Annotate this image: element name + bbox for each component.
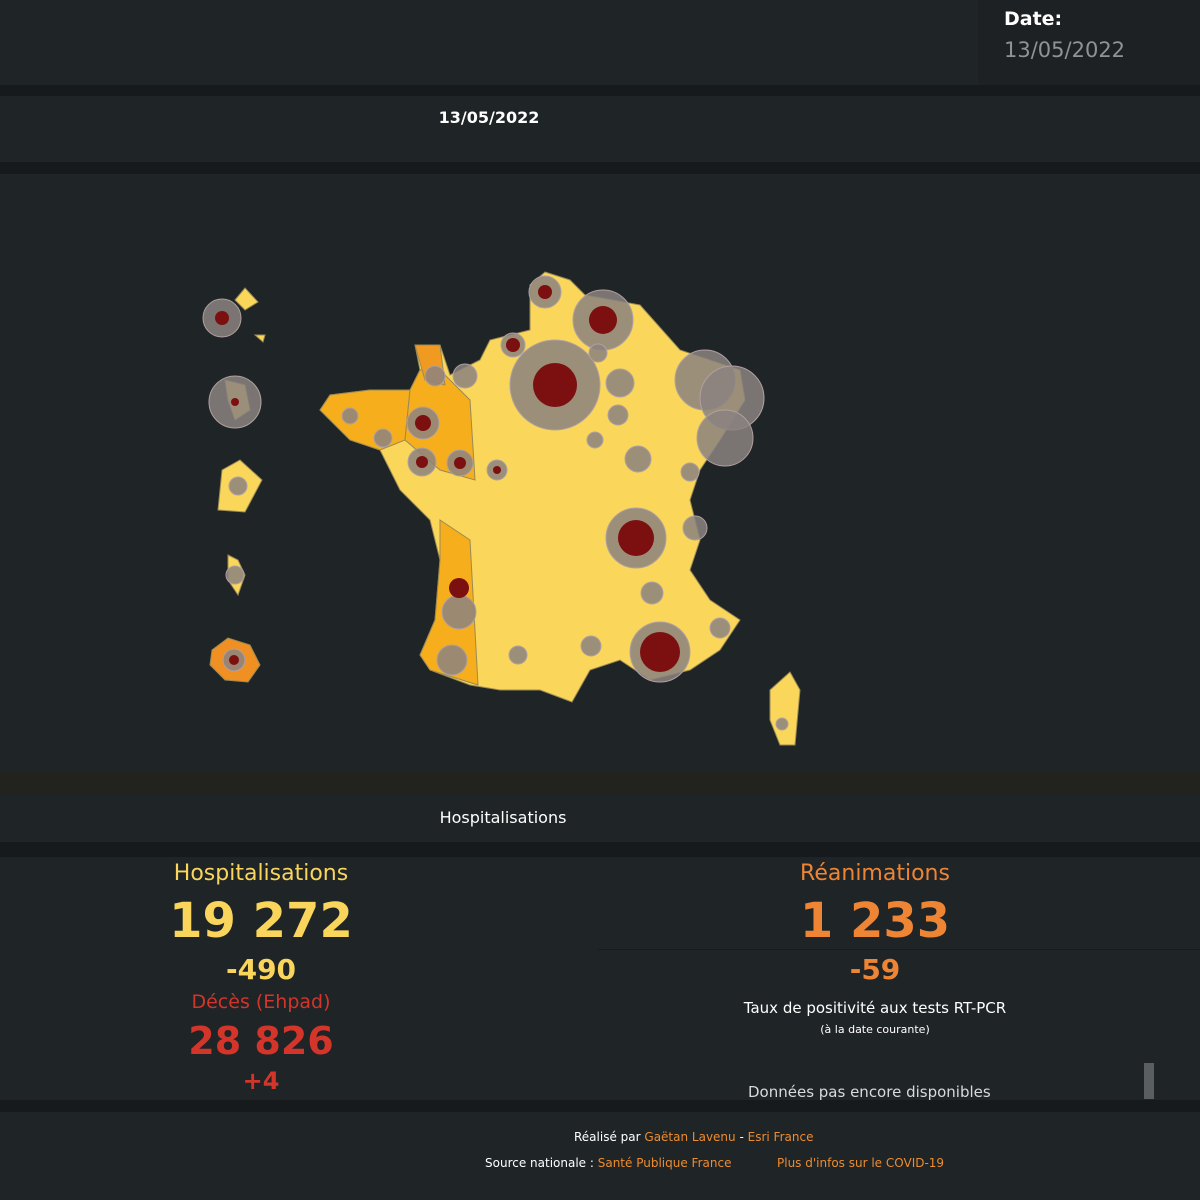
- source-link[interactable]: Santé Publique France: [597, 1156, 732, 1170]
- map-center: [229, 655, 239, 665]
- map-center: [454, 457, 466, 469]
- separator: -: [739, 1130, 744, 1144]
- guadeloupe: [234, 287, 259, 311]
- map-center: [215, 311, 229, 325]
- map-circle: [452, 363, 478, 389]
- map-center: [640, 632, 680, 672]
- map-centers: [215, 285, 680, 672]
- map-title: 13/05/2022: [438, 108, 540, 127]
- map-circle: [640, 581, 664, 605]
- rea-label: Réanimations: [800, 861, 950, 886]
- deces-value: 28 826: [188, 1019, 334, 1063]
- chart-title: Hospitalisations: [439, 808, 567, 827]
- map-circle: [588, 343, 608, 363]
- map-circle: [624, 445, 652, 473]
- rea-change: -59: [849, 953, 901, 986]
- positivity-sublabel: (à la date courante): [820, 1023, 930, 1036]
- map-center: [506, 338, 520, 352]
- scrollbar[interactable]: [1144, 1063, 1154, 1099]
- made-by: Réalisé par: [574, 1130, 641, 1144]
- map-circle: [424, 365, 446, 387]
- map-circle: [586, 431, 604, 449]
- stats-panel: Hospitalisations 19 272 -490 Décès (Ehpa…: [0, 857, 1200, 1101]
- rea-value: 1 233: [799, 893, 951, 949]
- map-circle: [441, 594, 477, 630]
- footer: Réalisé par Gaëtan Lavenu - Esri France …: [0, 1112, 1200, 1200]
- map-circle: [682, 515, 708, 541]
- corsica: [769, 671, 801, 746]
- map-panel: [0, 174, 1200, 772]
- map-circle: [607, 404, 629, 426]
- map-center: [415, 415, 431, 431]
- date-value: 13/05/2022: [1004, 38, 1126, 62]
- map-circle: [228, 476, 248, 496]
- footer-line-2: Source nationale : Santé Publique France: [485, 1156, 731, 1170]
- chart-title-bar: Hospitalisations: [0, 794, 1200, 842]
- deces-change: +4: [242, 1067, 280, 1095]
- map-center: [618, 520, 654, 556]
- hosp-change: -490: [225, 953, 297, 986]
- map-center: [533, 363, 577, 407]
- map-circle: [436, 644, 468, 676]
- hosp-value: 19 272: [169, 893, 353, 949]
- map-circle: [580, 635, 602, 657]
- positivity-message: Données pas encore disponibles: [748, 1083, 991, 1101]
- map-center: [538, 285, 552, 299]
- map-circle: [709, 617, 731, 639]
- divider: [598, 949, 1200, 950]
- map-circle: [696, 409, 754, 467]
- deces-label: Décès (Ehpad): [191, 991, 331, 1013]
- map-center: [231, 398, 239, 406]
- map-circle: [508, 645, 528, 665]
- footer-line-1: Réalisé par Gaëtan Lavenu - Esri France: [574, 1130, 813, 1144]
- map-circle: [225, 565, 245, 585]
- hosp-label: Hospitalisations: [173, 861, 349, 886]
- strip: [0, 772, 1200, 794]
- org-link[interactable]: Esri France: [747, 1130, 814, 1144]
- more-info-link[interactable]: Plus d'infos sur le COVID-19: [777, 1156, 945, 1170]
- map-circle: [775, 717, 789, 731]
- map-circle: [680, 462, 700, 482]
- map-center: [449, 578, 469, 598]
- map-title-bar: 13/05/2022: [0, 96, 1200, 162]
- positivity-label: Taux de positivité aux tests RT-PCR: [743, 999, 1007, 1017]
- brittany: [319, 389, 411, 451]
- map-circle: [341, 407, 359, 425]
- map: [202, 271, 801, 746]
- map-center: [493, 466, 501, 474]
- date-panel: Date: 13/05/2022: [978, 0, 1200, 85]
- top-bar: [0, 0, 978, 85]
- map-center: [589, 306, 617, 334]
- map-center: [416, 456, 428, 468]
- date-label: Date:: [1004, 8, 1063, 30]
- source-label: Source nationale :: [485, 1156, 594, 1170]
- author-link[interactable]: Gaëtan Lavenu: [644, 1130, 736, 1144]
- map-circle: [605, 368, 635, 398]
- map-circle: [373, 428, 393, 448]
- guadeloupe-islet: [253, 334, 266, 343]
